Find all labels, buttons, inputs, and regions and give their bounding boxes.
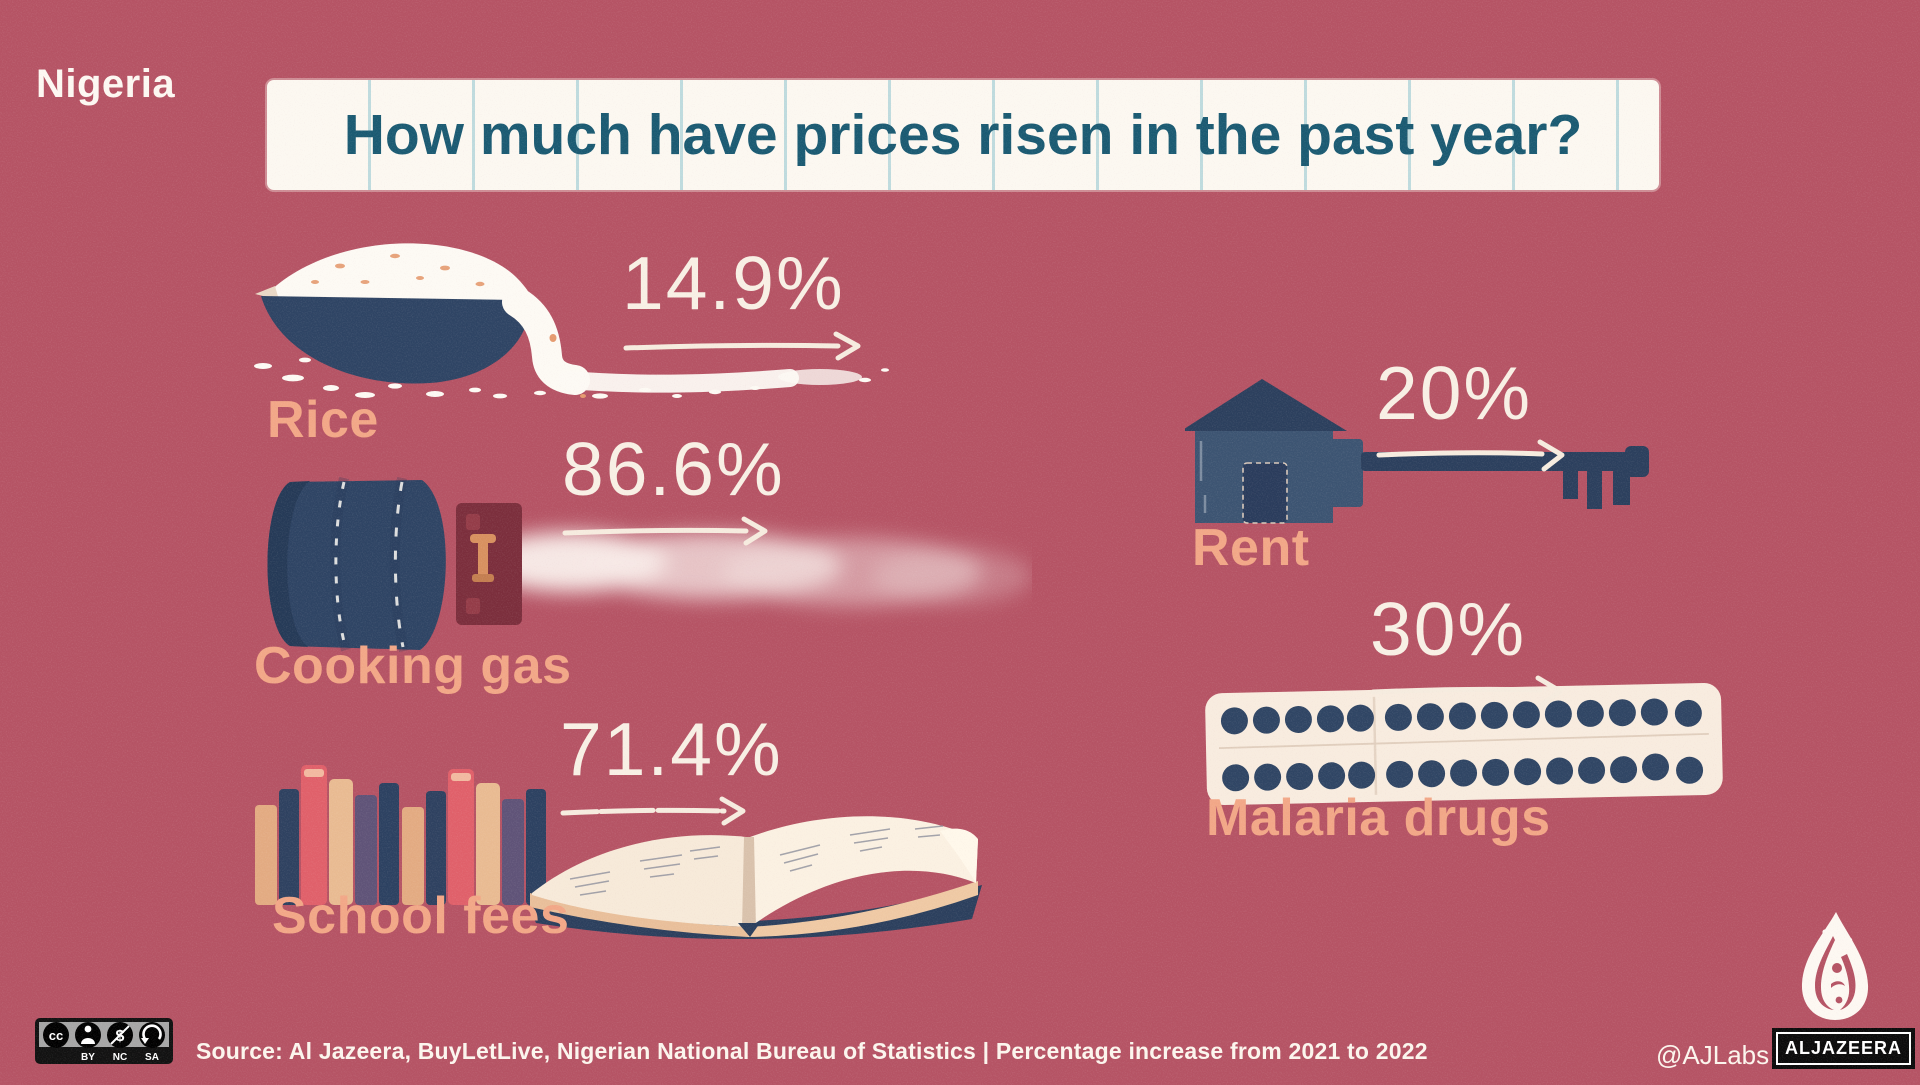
stat-school-fees: 71.4% [560, 712, 783, 827]
cooking-gas-label: Cooking gas [254, 637, 572, 695]
cc-by-label: BY [81, 1052, 95, 1063]
aljazeera-wordmark: ALJAZEERA [1772, 1028, 1916, 1069]
aljazeera-flame-logo-icon [1801, 912, 1869, 1020]
increase-arrow-icon [1376, 439, 1565, 472]
page-title: How much have prices risen in the past y… [343, 103, 1583, 167]
stat-malaria-drugs: 30% [1370, 592, 1570, 709]
rice-value: 14.9% [622, 241, 845, 325]
credit-handle: @AJLabs [1656, 1040, 1770, 1070]
stat-rent: 20% [1376, 356, 1572, 473]
title-banner: How much have prices risen in the past y… [267, 80, 1659, 190]
rent-value: 20% [1376, 351, 1533, 435]
cc-icon: cc [43, 1022, 69, 1048]
increase-arrow-icon [560, 796, 746, 826]
school-fees-value: 71.4% [560, 707, 783, 791]
cc-sa-icon [139, 1022, 165, 1048]
cc-sa-label: SA [145, 1052, 159, 1063]
increase-arrow-icon [1370, 675, 1563, 708]
increase-arrow-icon [623, 331, 861, 361]
malaria-drugs-value: 30% [1370, 587, 1527, 671]
cc-by-icon [75, 1022, 101, 1048]
school-fees-label: School fees [272, 887, 570, 945]
cc-nc-icon: $ [107, 1022, 133, 1048]
stat-rice: 14.9% [622, 246, 867, 361]
svg-text:cc: cc [49, 1028, 63, 1043]
cc-license-badge: cc $ BY NC SA [35, 1018, 173, 1064]
increase-arrow-icon [562, 516, 768, 546]
cc-nc-label: NC [113, 1052, 127, 1063]
source-attribution: Source: Al Jazeera, BuyLetLive, Nigerian… [196, 1038, 1428, 1064]
stat-cooking-gas: 86.6% [562, 432, 785, 547]
aljazeera-wordmark-text: ALJAZEERA [1776, 1032, 1912, 1065]
rice-label: Rice [267, 391, 379, 449]
rent-label: Rent [1192, 519, 1310, 577]
cooking-gas-value: 86.6% [562, 427, 785, 511]
malaria-drugs-label: Malaria drugs [1206, 789, 1551, 847]
country-label: Nigeria [36, 62, 176, 106]
